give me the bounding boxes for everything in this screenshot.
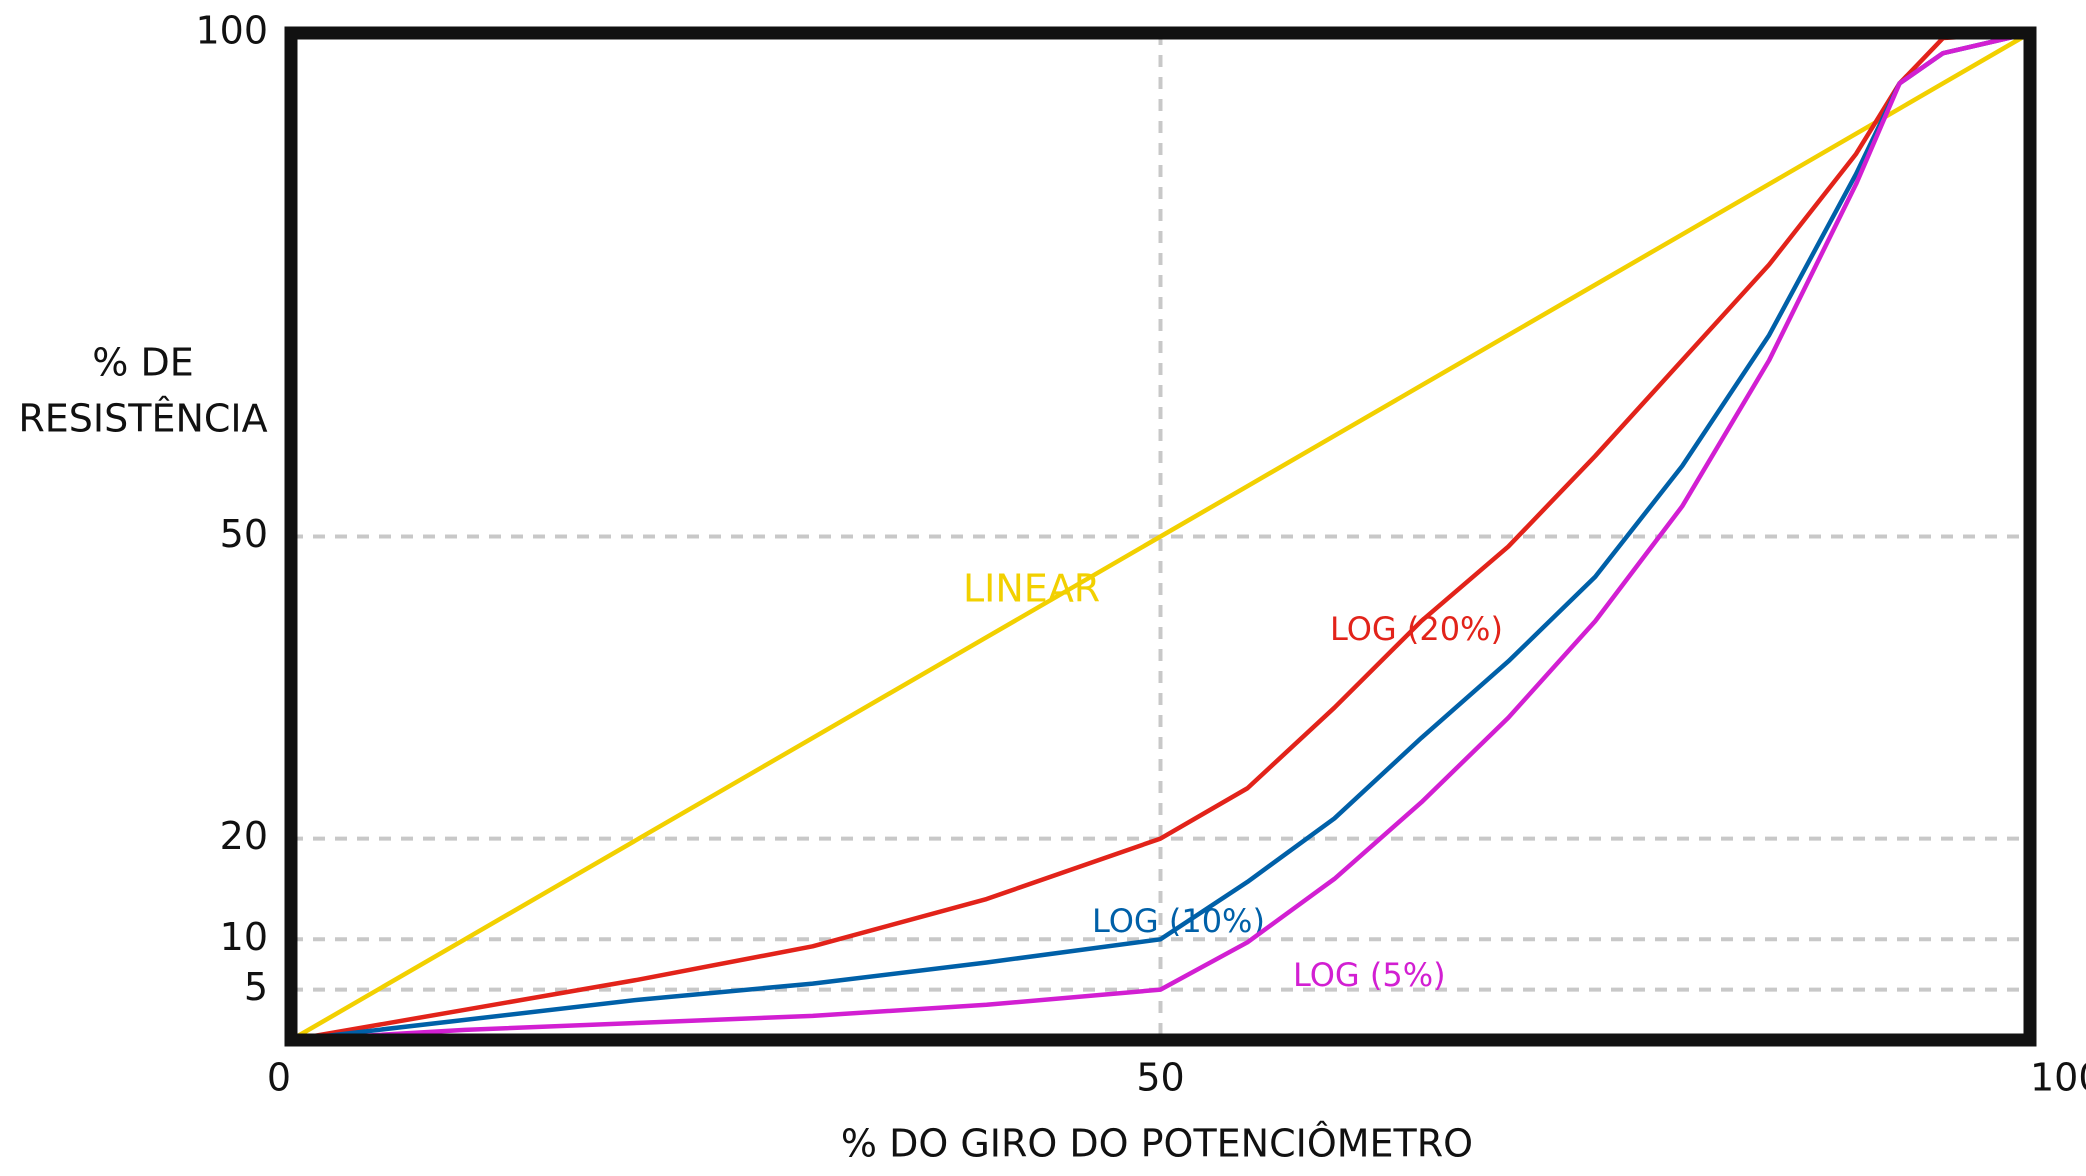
x-axis-label: % DO GIRO DO POTENCIÔMETRO xyxy=(841,1122,1473,1166)
x-tick-label: 100 xyxy=(2030,1056,2086,1100)
series-label: LOG (5%) xyxy=(1293,956,1446,994)
series-line xyxy=(290,30,2031,1043)
y-tick-label: 10 xyxy=(220,915,268,959)
series-label: LINEAR xyxy=(963,567,1100,611)
y-tick-label: 100 xyxy=(195,9,268,53)
x-tick-label: 50 xyxy=(1136,1056,1184,1100)
y-tick-label: 5 xyxy=(244,965,268,1009)
y-axis-label: RESISTÊNCIA xyxy=(18,397,267,441)
plot-frame xyxy=(284,26,2037,1047)
series-label: LOG (20%) xyxy=(1330,610,1503,648)
series-line xyxy=(290,30,2031,1043)
y-tick-label: 50 xyxy=(220,512,268,556)
y-tick-label: 20 xyxy=(220,814,268,858)
series-label: LOG (10%) xyxy=(1092,902,1265,940)
x-tick-label: 0 xyxy=(267,1056,291,1100)
series-line xyxy=(289,31,2032,1042)
y-axis-label: % DE xyxy=(92,341,193,385)
series-line xyxy=(290,30,2031,1043)
